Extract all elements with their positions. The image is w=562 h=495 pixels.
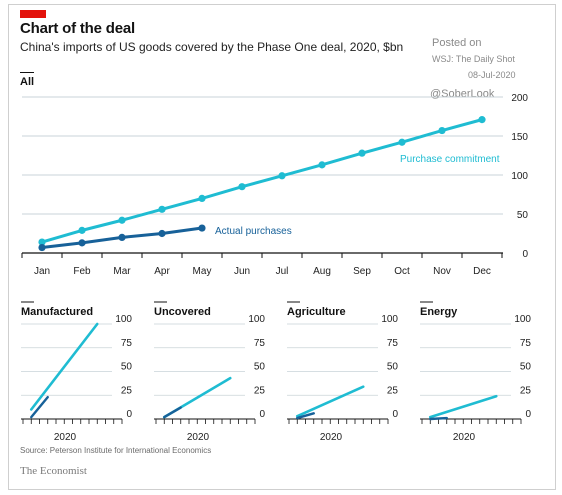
chart-title: Chart of the deal: [20, 20, 135, 37]
main-xtick-may: May: [193, 266, 212, 277]
main-point-purchase-commitment-0: [38, 238, 46, 246]
watermark-date: 08-Jul-2020: [468, 70, 516, 80]
main-point-purchase-commitment-6: [278, 172, 286, 180]
main-point-actual-purchases-4: [198, 224, 206, 232]
main-point-purchase-commitment-8: [358, 149, 366, 157]
manufactured-ytick-50: 50: [121, 362, 133, 373]
agriculture-ytick-25: 25: [387, 385, 399, 396]
main-point-purchase-commitment-3: [158, 205, 166, 213]
series-label-actual: Actual purchases: [215, 226, 292, 237]
uncovered-ytick-0: 0: [259, 409, 265, 420]
main-ytick-200: 200: [511, 93, 528, 104]
main-xtick-sep: Sep: [353, 266, 371, 277]
main-ytick-150: 150: [511, 132, 528, 143]
energy-ytick-100: 100: [514, 314, 531, 325]
agriculture-ytick-100: 100: [381, 314, 398, 325]
manufactured-ytick-25: 25: [121, 385, 133, 396]
brand-logo: The Economist: [20, 465, 87, 477]
main-point-purchase-commitment-5: [238, 183, 246, 191]
series-label-commitment: Purchase commitment: [400, 154, 500, 165]
agriculture-ytick-50: 50: [387, 362, 399, 373]
agriculture-series-line-actual-purchases: [296, 412, 315, 420]
main-xtick-jul: Jul: [276, 266, 289, 277]
agriculture-series-line-purchase-commitment: [295, 385, 365, 418]
chart-frame: [8, 4, 556, 490]
source-note: Source: Peterson Institute for Internati…: [20, 446, 212, 455]
uncovered-xlabel: 2020: [187, 432, 210, 443]
agriculture-ytick-75: 75: [387, 338, 399, 349]
energy-ytick-50: 50: [520, 362, 532, 373]
agriculture-ytick-0: 0: [392, 409, 398, 420]
main-xtick-mar: Mar: [113, 266, 131, 277]
main-point-purchase-commitment-10: [438, 126, 446, 135]
panel-label-all: All: [20, 76, 35, 88]
energy-series-line-purchase-commitment: [428, 394, 498, 419]
manufactured-ytick-0: 0: [126, 409, 132, 420]
main-point-actual-purchases-3: [158, 229, 166, 238]
uncovered-ytick-75: 75: [254, 338, 266, 349]
energy-panel-title: Energy: [420, 306, 458, 318]
main-point-purchase-commitment-9: [398, 138, 406, 146]
manufactured-ytick-75: 75: [121, 338, 133, 349]
chart-subtitle: China's imports of US goods covered by t…: [20, 40, 404, 54]
main-point-actual-purchases-0: [38, 243, 46, 252]
watermark-source: WSJ: The Daily Shot: [432, 54, 515, 64]
energy-ytick-25: 25: [520, 385, 532, 396]
uncovered-series-line-actual-purchases: [163, 406, 182, 419]
manufactured-series-line-actual-purchases: [30, 395, 49, 419]
main-series-line-purchase-commitment: [41, 118, 483, 244]
agriculture-panel-title: Agriculture: [287, 306, 346, 318]
uncovered-ytick-100: 100: [248, 314, 265, 325]
energy-ytick-0: 0: [525, 409, 531, 420]
energy-xlabel: 2020: [453, 432, 476, 443]
main-point-actual-purchases-1: [78, 239, 86, 247]
main-ytick-50: 50: [517, 210, 529, 221]
main-xtick-aug: Aug: [313, 266, 331, 277]
main-xtick-dec: Dec: [473, 266, 491, 277]
uncovered-panel-title: Uncovered: [154, 306, 211, 318]
uncovered-ytick-50: 50: [254, 362, 266, 373]
main-point-actual-purchases-2: [118, 233, 126, 241]
main-point-purchase-commitment-4: [198, 194, 206, 202]
main-xtick-feb: Feb: [73, 266, 91, 277]
main-point-purchase-commitment-1: [78, 226, 86, 234]
manufactured-series-line-purchase-commitment: [29, 322, 99, 411]
energy-ytick-75: 75: [520, 338, 532, 349]
panel-label-rule: [20, 72, 34, 73]
main-point-purchase-commitment-7: [318, 161, 326, 169]
main-xtick-nov: Nov: [433, 266, 451, 277]
main-xtick-apr: Apr: [154, 266, 170, 277]
main-xtick-oct: Oct: [394, 266, 410, 277]
manufactured-xlabel: 2020: [54, 432, 77, 443]
main-ytick-0: 0: [522, 249, 528, 260]
agriculture-xlabel: 2020: [320, 432, 343, 443]
main-point-purchase-commitment-2: [118, 216, 126, 224]
brand-red-tag: [20, 10, 46, 18]
uncovered-ytick-25: 25: [254, 385, 266, 396]
main-point-purchase-commitment-11: [478, 116, 486, 124]
watermark-posted: Posted on: [432, 37, 482, 49]
manufactured-ytick-100: 100: [115, 314, 132, 325]
energy-series-line-actual-purchases: [429, 416, 448, 421]
main-xtick-jun: Jun: [234, 266, 250, 277]
main-ytick-100: 100: [511, 171, 528, 182]
manufactured-panel-title: Manufactured: [21, 306, 93, 318]
main-xtick-jan: Jan: [34, 266, 50, 277]
